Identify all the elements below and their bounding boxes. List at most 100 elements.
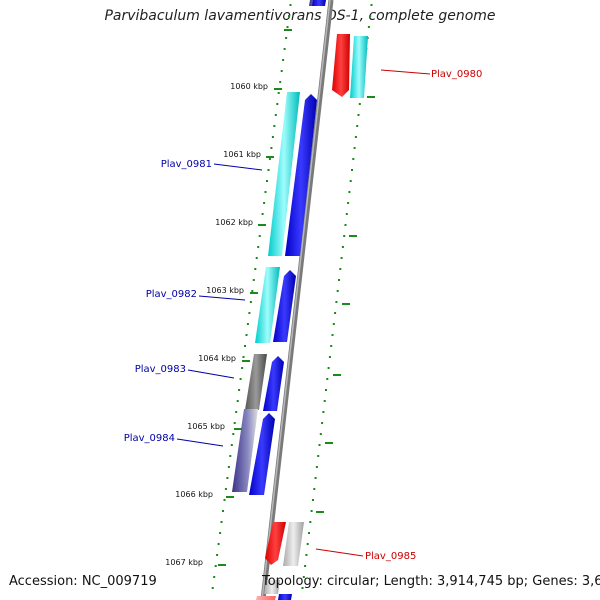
gene-label-plav0982[interactable]: Plav_0982 xyxy=(146,289,197,300)
ring-dot xyxy=(335,301,338,303)
ring-dot xyxy=(226,477,229,479)
gene-plav0983-blue xyxy=(263,356,284,411)
ring-dot xyxy=(330,345,333,347)
tick-label: 1067 kbp xyxy=(165,558,203,567)
gene-plav0982-blue xyxy=(273,270,296,342)
ring-dot xyxy=(318,444,321,446)
ring-dot xyxy=(288,15,290,17)
ring-dot xyxy=(370,4,373,6)
genome-backbone-highlight xyxy=(261,0,331,600)
ring-dot xyxy=(312,499,314,501)
ring-dot xyxy=(242,356,245,358)
ring-dot xyxy=(246,323,249,325)
ring-dot xyxy=(232,433,235,435)
ring-dot xyxy=(304,565,307,567)
ring-dot xyxy=(254,268,257,270)
tick-marks xyxy=(218,29,375,566)
ring-dot xyxy=(248,312,251,314)
ring-dot xyxy=(236,400,239,402)
ring-dot xyxy=(245,334,248,336)
gene-plav0985-lightgray xyxy=(283,522,304,566)
ring-dot xyxy=(220,521,223,523)
ring-dot xyxy=(238,389,241,391)
gene-plav0984-slate xyxy=(232,409,258,492)
ring-dot xyxy=(343,235,346,237)
ring-dot xyxy=(216,554,219,556)
ring-dot xyxy=(283,48,286,50)
gene-plav0981-cyan xyxy=(268,92,300,256)
gene-label-plav0983[interactable]: Plav_0983 xyxy=(135,364,186,375)
ring-dot xyxy=(286,26,289,28)
tick-label: 1061 kbp xyxy=(223,150,261,159)
tick-label: 1062 kbp xyxy=(215,218,253,227)
ring-dot xyxy=(344,224,347,226)
ring-dot xyxy=(257,246,260,248)
ring-dot xyxy=(235,411,238,413)
ring-dot xyxy=(229,455,232,457)
gene-partial-bottom-pink xyxy=(256,596,276,600)
ring-dot xyxy=(266,180,268,182)
ring-dot xyxy=(322,411,325,413)
gene-label-plav0985[interactable]: Plav_0985 xyxy=(365,551,416,562)
ring-dot xyxy=(258,235,261,237)
ring-dot xyxy=(321,422,324,424)
ring-dot xyxy=(213,576,216,578)
ring-dot xyxy=(222,510,224,512)
ring-dot xyxy=(224,488,227,490)
ring-dot xyxy=(306,543,309,545)
ring-dot xyxy=(319,433,322,435)
ring-dot xyxy=(356,125,359,127)
ring-dot xyxy=(325,389,327,391)
tick-label: 1063 kbp xyxy=(206,286,244,295)
ring-dot xyxy=(264,191,267,193)
ring-dot xyxy=(279,81,282,83)
ring-dot xyxy=(358,103,361,105)
ring-dot xyxy=(289,4,292,6)
gene-plav0984-blue xyxy=(249,413,275,495)
ring-dot xyxy=(314,477,317,479)
ring-dot xyxy=(305,554,308,556)
ring-dot xyxy=(309,521,312,523)
gene-partial-top-blue xyxy=(312,0,326,6)
ring-dot xyxy=(339,268,342,270)
ring-dot xyxy=(349,180,352,182)
gene-plav0985-red xyxy=(265,522,286,565)
ring-dot xyxy=(357,114,360,116)
leader-line xyxy=(213,163,263,171)
ring-dot xyxy=(310,510,313,512)
ring-dot xyxy=(327,367,330,369)
ring-dot xyxy=(348,191,351,193)
ring-dot xyxy=(332,323,335,325)
ring-dot xyxy=(251,290,254,292)
ring-dot xyxy=(263,202,266,204)
tick-label: 1064 kbp xyxy=(198,354,236,363)
ring-dot xyxy=(331,334,334,336)
ring-dot xyxy=(271,136,274,138)
ring-dot xyxy=(353,147,356,149)
ring-dot xyxy=(214,565,217,567)
gene-label-plav0981[interactable]: Plav_0981 xyxy=(161,159,212,170)
gene-label-plav0980[interactable]: Plav_0980 xyxy=(431,69,482,80)
ring-dot xyxy=(280,70,283,72)
leader-line xyxy=(198,295,246,301)
ring-dot xyxy=(239,378,242,380)
gene-label-plav0984[interactable]: Plav_0984 xyxy=(124,433,175,444)
ring-dot xyxy=(345,213,348,215)
gene-plav0981-blue xyxy=(285,94,317,256)
tick-labels: 1060 kbp 1061 kbp 1062 kbp 1063 kbp 1064… xyxy=(165,82,268,567)
gene-plav0980-cyan xyxy=(350,36,368,98)
ring-dot xyxy=(285,37,288,39)
ring-dot xyxy=(274,114,277,116)
ring-dot xyxy=(211,587,214,589)
ring-dot xyxy=(338,279,340,281)
ring-dot xyxy=(354,136,357,138)
ring-dot xyxy=(347,202,350,204)
ring-dot xyxy=(323,400,326,402)
leader-line xyxy=(315,548,364,557)
ring-dot xyxy=(340,257,343,259)
accession-label: Accession: NC_009719 xyxy=(9,574,157,589)
ring-dot xyxy=(273,125,276,127)
ring-dot xyxy=(261,213,264,215)
ring-dot xyxy=(336,290,339,292)
ring-dot xyxy=(244,345,246,347)
